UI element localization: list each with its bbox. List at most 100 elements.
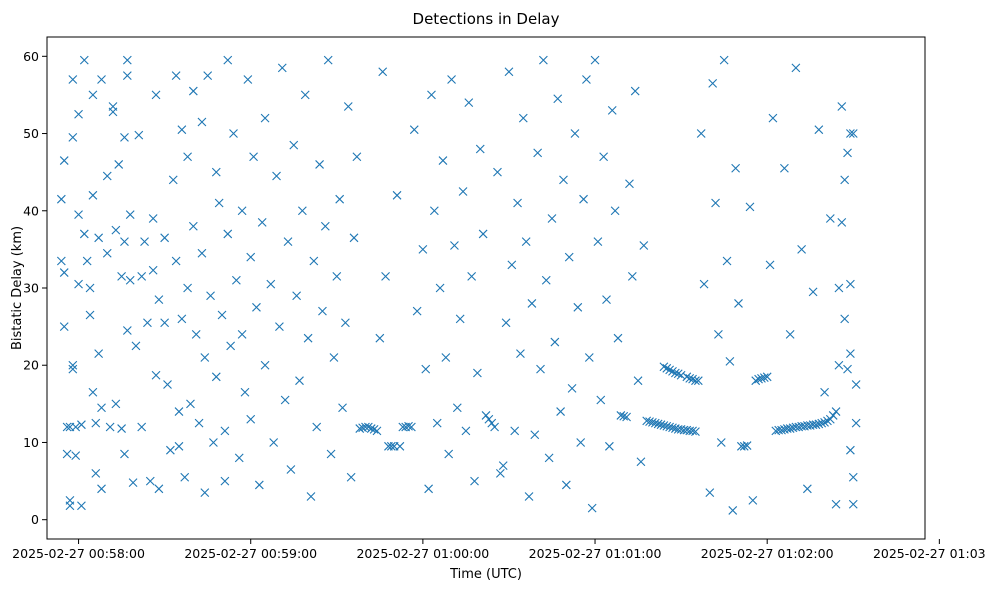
data-point-marker xyxy=(194,418,204,428)
data-point-marker xyxy=(94,233,104,243)
data-point-marker xyxy=(315,160,324,169)
data-point-marker xyxy=(338,403,347,413)
data-point-marker xyxy=(275,322,284,332)
data-point-marker xyxy=(840,175,850,185)
data-point-marker xyxy=(335,194,345,204)
data-point-marker xyxy=(220,426,230,436)
y-axis: 0 10 20 30 40 50 60 xyxy=(23,49,47,527)
data-point-marker xyxy=(188,86,198,96)
data-point-marker xyxy=(260,360,270,370)
data-point-marker xyxy=(705,488,715,498)
data-point-marker xyxy=(85,310,95,320)
data-point-marker xyxy=(143,318,152,328)
data-point-marker xyxy=(220,476,230,486)
data-point-marker xyxy=(148,265,158,275)
data-point-marker xyxy=(62,449,72,459)
data-point-marker xyxy=(811,420,821,430)
data-point-marker xyxy=(450,241,459,250)
data-point-marker xyxy=(74,109,83,119)
data-point-marker xyxy=(122,71,132,81)
data-point-marker xyxy=(154,484,164,494)
data-point-marker xyxy=(77,501,86,511)
data-point-marker xyxy=(739,441,749,451)
data-point-marker xyxy=(696,129,706,138)
data-point-marker xyxy=(82,256,92,266)
y-tick-label: 50 xyxy=(23,126,39,141)
data-point-marker xyxy=(693,376,703,386)
data-point-marker xyxy=(802,484,812,494)
data-point-marker xyxy=(343,102,353,111)
data-point-marker xyxy=(719,55,729,65)
data-point-marker xyxy=(349,233,359,243)
data-point-marker xyxy=(653,419,663,429)
data-point-marker xyxy=(590,55,600,65)
data-point-marker xyxy=(676,370,686,380)
data-point-marker xyxy=(79,229,89,239)
data-point-marker xyxy=(665,422,675,432)
data-point-marker xyxy=(346,472,356,482)
data-point-marker xyxy=(851,380,861,389)
data-point-marker xyxy=(607,105,617,115)
data-point-marker xyxy=(825,214,835,223)
data-point-marker xyxy=(128,478,138,488)
data-point-marker xyxy=(94,349,104,359)
data-point-marker xyxy=(363,422,373,432)
data-point-marker xyxy=(211,372,221,382)
data-point-marker xyxy=(257,217,267,227)
data-point-marker xyxy=(570,129,580,138)
y-tick-label: 20 xyxy=(23,358,39,373)
data-point-marker xyxy=(386,441,396,451)
data-point-marker xyxy=(237,329,247,339)
data-point-marker xyxy=(567,384,577,393)
data-point-marker xyxy=(438,156,448,165)
data-point-marker xyxy=(473,368,482,378)
data-point-marker xyxy=(797,244,807,254)
data-point-marker xyxy=(174,441,184,451)
data-point-marker xyxy=(521,237,531,247)
data-point-marker xyxy=(780,163,789,173)
data-point-marker xyxy=(650,418,660,428)
data-point-marker xyxy=(711,198,720,208)
data-point-marker xyxy=(59,268,69,277)
x-axis: 2025-02-27 00:58:00 2025-02-27 00:59:00 20… xyxy=(12,539,987,561)
data-point-marker xyxy=(481,411,491,420)
data-point-marker xyxy=(846,279,855,289)
data-point-marker xyxy=(602,295,611,304)
data-point-marker xyxy=(249,152,258,162)
data-point-marker xyxy=(272,171,281,181)
data-point-marker xyxy=(820,417,829,427)
data-point-marker xyxy=(584,353,594,362)
data-point-marker xyxy=(171,71,181,81)
data-point-marker xyxy=(688,426,697,436)
data-point-marker xyxy=(645,417,654,426)
data-point-marker xyxy=(748,495,758,505)
data-point-marker xyxy=(828,411,838,420)
data-point-marker xyxy=(518,113,528,123)
data-point-marker xyxy=(180,472,190,482)
data-point-marker xyxy=(467,272,477,281)
data-point-marker xyxy=(573,302,583,312)
data-point-marker xyxy=(418,244,428,254)
data-point-marker xyxy=(630,86,640,96)
data-point-marker xyxy=(848,499,858,509)
x-tick-label: 2025-02-27 00:58:00 xyxy=(12,546,145,561)
data-point-marker xyxy=(229,129,238,138)
data-point-marker xyxy=(174,407,184,416)
data-point-marker xyxy=(62,422,72,432)
data-point-marker xyxy=(269,438,279,447)
data-point-marker xyxy=(444,449,454,459)
data-point-marker xyxy=(206,291,215,301)
data-point-marker xyxy=(151,370,161,380)
data-point-marker xyxy=(759,373,769,382)
data-point-marker xyxy=(564,252,574,262)
data-point-marker xyxy=(498,461,508,471)
data-point-marker xyxy=(237,206,247,216)
data-point-marker xyxy=(111,225,121,235)
scatter-marks xyxy=(56,55,861,515)
data-point-marker xyxy=(395,441,405,451)
data-point-marker xyxy=(177,314,187,324)
data-point-marker xyxy=(306,492,316,501)
data-point-marker xyxy=(441,353,451,362)
data-point-marker xyxy=(840,314,850,324)
